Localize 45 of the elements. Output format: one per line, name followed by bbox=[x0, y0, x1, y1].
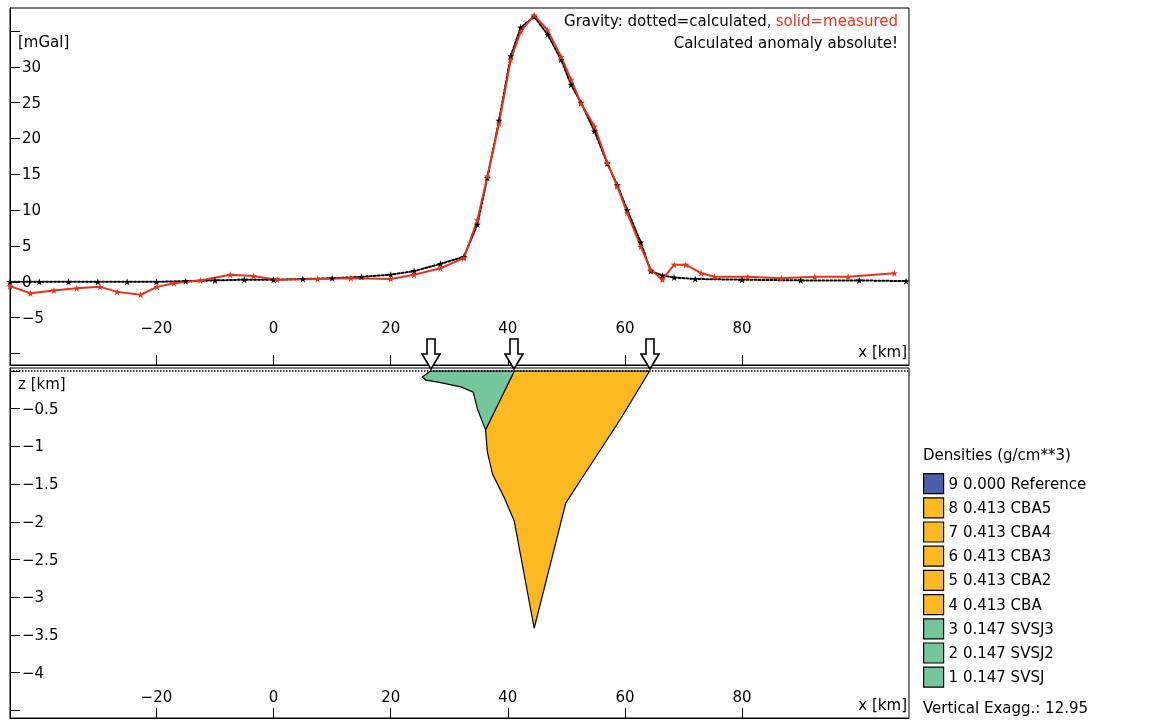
x-tick-label: 80 bbox=[732, 318, 752, 337]
y-tick-label: −1.5 bbox=[22, 475, 59, 494]
legend-label: 2 0.147 SVSJ2 bbox=[948, 644, 1054, 662]
x-tick-label: 20 bbox=[381, 318, 401, 337]
x-tick-label: 0 bbox=[268, 687, 279, 706]
y-tick-label: −5 bbox=[22, 308, 45, 327]
x-tick-label: 40 bbox=[498, 687, 518, 706]
y-tick-label: 20 bbox=[22, 129, 42, 148]
x-tick-label: 80 bbox=[732, 687, 752, 706]
y-axis-title: z [km] bbox=[18, 374, 66, 393]
x-tick-label: −20 bbox=[140, 318, 173, 337]
y-tick-label: −4 bbox=[22, 663, 45, 682]
x-axis-title: x [km] bbox=[858, 342, 907, 361]
x-tick-label: 20 bbox=[381, 687, 401, 706]
x-axis-title: x [km] bbox=[858, 695, 907, 714]
legend-label: 5 0.413 CBA2 bbox=[948, 571, 1052, 590]
legend-label: 4 0.413 CBA bbox=[948, 595, 1043, 614]
y-tick-label: 10 bbox=[22, 201, 42, 220]
legend-label: 1 0.147 SVSJ bbox=[948, 668, 1045, 687]
x-tick-label: 40 bbox=[498, 318, 518, 337]
legend-label: 7 0.413 CBA4 bbox=[948, 523, 1052, 541]
y-tick-label: −1 bbox=[22, 437, 45, 456]
legend-label: 9 0.000 Reference bbox=[948, 474, 1087, 493]
y-tick-label: −2 bbox=[22, 512, 45, 531]
legend-label: 6 0.413 CBA3 bbox=[948, 547, 1052, 566]
legend-label: 8 0.413 CBA5 bbox=[948, 498, 1052, 517]
text: Vertical Exagg.: 12.95 bbox=[923, 698, 1089, 717]
x-tick-label: 60 bbox=[615, 318, 635, 337]
annotation: Gravity: dotted=calculated, bbox=[564, 11, 772, 30]
y-axis-title: [mGal] bbox=[18, 32, 70, 51]
y-tick-label: 15 bbox=[22, 165, 42, 184]
x-tick-label: 0 bbox=[268, 318, 279, 337]
x-tick-label: 60 bbox=[615, 687, 635, 706]
y-tick-label: 30 bbox=[22, 57, 42, 76]
y-tick-label: −3.5 bbox=[22, 626, 59, 645]
annotation: solid=measured bbox=[775, 11, 898, 30]
y-tick-label: 5 bbox=[22, 237, 32, 255]
annotation: Calculated anomaly absolute! bbox=[673, 33, 898, 52]
legend-label: 3 0.147 SVSJ3 bbox=[948, 619, 1054, 638]
y-tick-label: −3 bbox=[22, 588, 45, 607]
y-tick-label: −0.5 bbox=[22, 399, 59, 418]
y-tick-label: 25 bbox=[22, 93, 42, 112]
y-tick-label: −2.5 bbox=[22, 550, 59, 569]
legend-title: Densities (g/cm**3) bbox=[923, 445, 1071, 464]
x-tick-label: −20 bbox=[140, 687, 173, 706]
